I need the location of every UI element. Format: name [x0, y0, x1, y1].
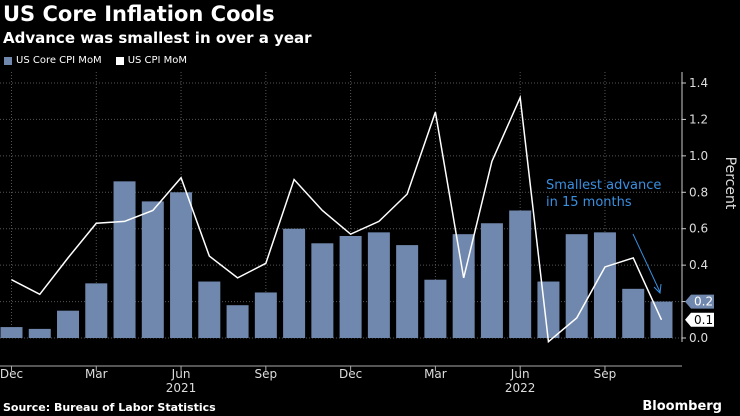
y-tick-label: 0.0 [689, 331, 708, 345]
last-value-tag [685, 294, 714, 309]
y-tick-label: 0.8 [689, 185, 708, 199]
bar-core-cpi [593, 232, 616, 338]
bar-core-cpi [198, 281, 221, 338]
legend-label-cpi: US CPI MoM [127, 55, 188, 66]
bar-core-cpi [339, 236, 362, 338]
bar-core-cpi [28, 328, 51, 338]
source-note: Source: Bureau of Labor Statistics [3, 401, 216, 414]
bar-core-cpi [113, 181, 136, 338]
bar-core-cpi [85, 283, 108, 338]
bar-core-cpi [283, 228, 306, 338]
annotation-arrow [632, 233, 661, 293]
y-axis-label: Percent [722, 157, 738, 210]
x-tick-label: Dec [0, 367, 23, 381]
last-value-tag [685, 312, 714, 327]
bar-core-cpi [0, 327, 23, 338]
bar-core-cpi [622, 288, 645, 338]
bar-core-cpi [537, 281, 560, 338]
y-tick-label: 1.4 [689, 76, 708, 90]
annotation-text: Smallest advance [546, 178, 661, 193]
last-value-label: 0.1 [694, 313, 713, 327]
x-tick-label: Jun [510, 367, 530, 381]
legend: US Core CPI MoM US CPI MoM [4, 55, 187, 66]
bar-core-cpi [141, 201, 164, 338]
x-tick-label: Mar [85, 367, 108, 381]
line-cpi [11, 94, 663, 344]
bar-core-cpi [226, 305, 249, 338]
y-tick-label: 0.4 [689, 258, 708, 272]
chart-title: US Core Inflation Cools [3, 2, 275, 26]
x-tick-label: Dec [339, 367, 362, 381]
annotation-text: in 15 months [546, 195, 632, 210]
y-tick-label: 0.6 [689, 222, 708, 236]
legend-swatch-core [4, 56, 12, 65]
bar-core-cpi [509, 210, 532, 338]
bar-core-cpi [565, 234, 588, 338]
legend-label-core: US Core CPI MoM [16, 55, 102, 66]
annotation-arrowhead [653, 283, 662, 295]
bloomberg-logo: Bloomberg [642, 399, 722, 414]
bar-core-cpi [424, 279, 447, 338]
y-tick-label: 1.0 [689, 149, 708, 163]
x-tick-label: Sep [255, 367, 278, 381]
y-tick-label: 1.2 [689, 112, 708, 126]
x-year-label: 2021 [166, 381, 197, 395]
bar-core-cpi [170, 192, 193, 338]
chart-subtitle: Advance was smallest in over a year [3, 29, 312, 47]
legend-item-core: US Core CPI MoM [4, 55, 102, 66]
x-year-label: 2022 [505, 381, 536, 395]
bar-core-cpi [396, 245, 419, 338]
legend-swatch-cpi [115, 56, 124, 65]
x-tick-label: Sep [594, 367, 617, 381]
bar-core-cpi [254, 292, 277, 338]
bar-core-cpi [367, 232, 390, 338]
bar-core-cpi [480, 223, 503, 338]
x-tick-label: Jun [171, 367, 191, 381]
legend-item-cpi: US CPI MoM [115, 55, 188, 66]
x-tick-label: Mar [424, 367, 447, 381]
bar-core-cpi [452, 234, 475, 338]
bar-core-cpi [311, 243, 334, 338]
bar-core-cpi [57, 310, 80, 338]
last-value-label: 0.2 [694, 295, 713, 309]
